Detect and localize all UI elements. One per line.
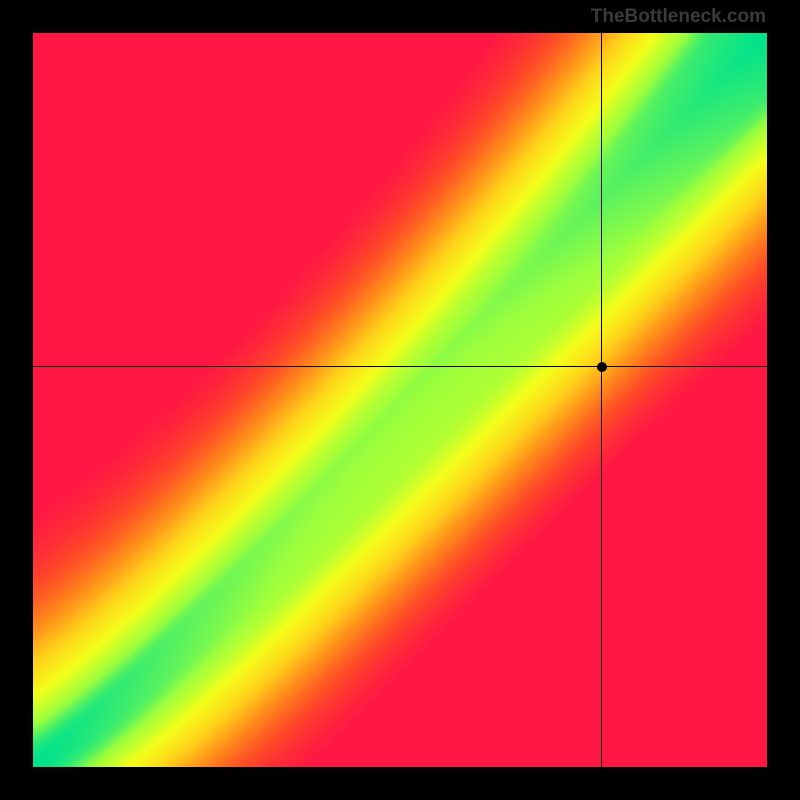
crosshair-vertical <box>601 33 602 767</box>
crosshair-horizontal <box>33 366 767 367</box>
crosshair-marker <box>597 362 607 372</box>
watermark-text: TheBottleneck.com <box>591 6 766 28</box>
plot-area <box>33 33 767 767</box>
chart-container: TheBottleneck.com <box>0 0 800 800</box>
heatmap-canvas <box>33 33 767 767</box>
